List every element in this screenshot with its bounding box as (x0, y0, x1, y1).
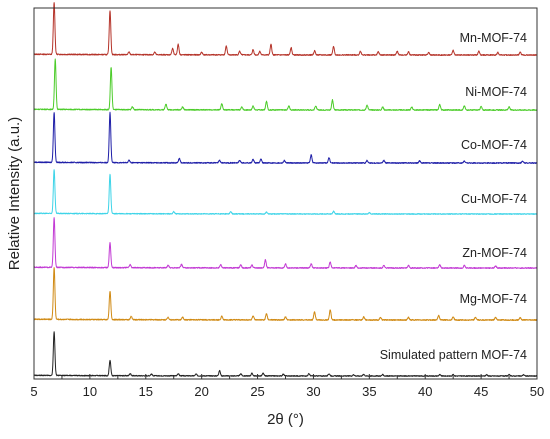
x-tick-label: 5 (30, 384, 37, 399)
x-tick-label: 45 (474, 384, 488, 399)
series-label: Mn-MOF-74 (460, 31, 527, 45)
x-tick-label: 10 (83, 384, 97, 399)
x-tick-label: 15 (139, 384, 153, 399)
x-tick-label: 50 (530, 384, 544, 399)
x-tick-label: 20 (194, 384, 208, 399)
x-tick-label: 35 (362, 384, 376, 399)
x-axis-label: 2θ (°) (267, 411, 304, 428)
series-line-co-mof-74 (33, 111, 538, 164)
series-line-mn-mof-74 (33, 2, 538, 56)
y-axis-label: Relative Intensity (a.u.) (6, 117, 23, 270)
traces-group (33, 2, 538, 377)
series-line-ni-mof-74 (33, 58, 538, 111)
series-label: Zn-MOF-74 (462, 246, 527, 260)
series-label: Simulated pattern MOF-74 (380, 348, 527, 362)
series-line-cu-mof-74 (33, 169, 538, 215)
series-label: Mg-MOF-74 (460, 292, 527, 306)
x-ticks-group: 5 10 15 20 25 30 35 40 45 50 (30, 374, 544, 399)
series-label: Ni-MOF-74 (465, 85, 527, 99)
series-line-zn-mof-74 (33, 217, 538, 269)
x-tick-label: 30 (306, 384, 320, 399)
x-tick-label: 40 (418, 384, 432, 399)
series-label: Cu-MOF-74 (461, 192, 527, 206)
series-label: Co-MOF-74 (461, 138, 527, 152)
x-tick-label: 25 (250, 384, 264, 399)
series-line-mg-mof-74 (33, 267, 538, 322)
series-labels-group: Mn-MOF-74 Ni-MOF-74 Co-MOF-74 Cu-MOF-74 Zn-M… (380, 31, 527, 362)
